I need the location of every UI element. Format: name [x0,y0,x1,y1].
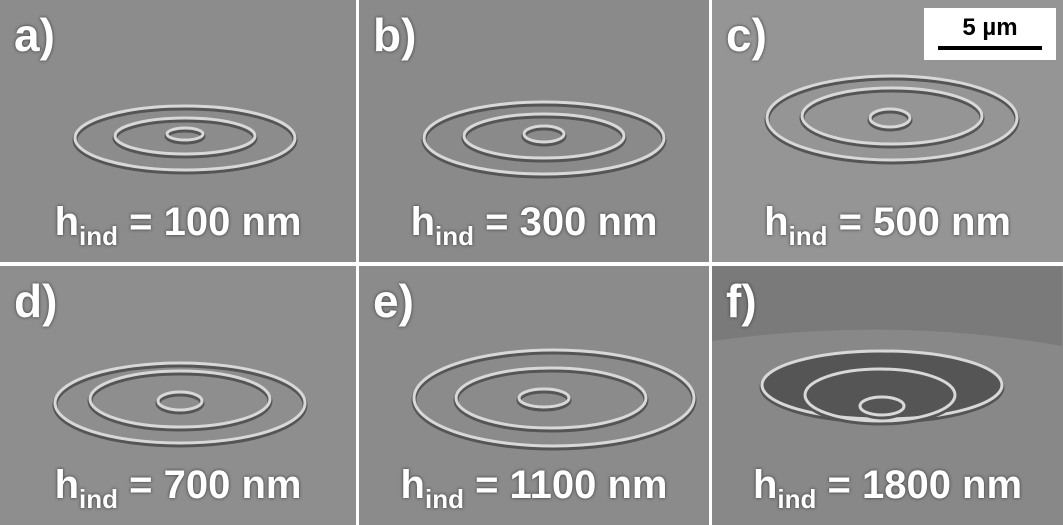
sem-panel: f) hind = 1800 nm [712,266,1063,525]
caption-text: = 500 nm [828,200,1011,244]
ring-shadow [456,370,646,430]
caption: hind = 100 nm [0,200,356,252]
caption-text: = 100 nm [118,200,301,244]
ring-shadow [802,90,982,146]
symbol: h [55,463,79,507]
ring-shadow [464,116,624,160]
ring [464,114,624,158]
scale-bar-line [938,46,1042,50]
ring-shadow [90,373,270,429]
ring [90,371,270,427]
caption-text: = 1800 nm [816,463,1022,507]
sem-panel: b) hind = 300 nm [359,0,709,262]
caption-text: = 300 nm [474,200,657,244]
symbol: h [753,463,777,507]
panel-label: f) [726,274,757,328]
symbol: h [55,200,79,244]
symbol: h [401,463,425,507]
scale-bar-label: 5 µm [924,14,1056,42]
sem-panel: a) hind = 100 nm [0,0,356,262]
subscript: ind [777,484,816,514]
ring [115,118,255,154]
sem-panel: e) hind = 1100 nm [359,266,709,525]
caption: hind = 700 nm [0,463,356,515]
panel-label: d) [14,274,57,328]
crater [712,266,1062,346]
ring [456,368,646,428]
caption: hind = 300 nm [359,200,709,252]
panel-label: e) [373,274,414,328]
subscript: ind [425,484,464,514]
figure: f)hind = 1800 nme)hind = 1100 nmd)hind =… [0,0,1063,525]
caption: hind = 1100 nm [359,463,709,515]
caption: hind = 500 nm [712,200,1063,252]
ring-shadow [115,120,255,156]
caption-text: = 1100 nm [464,463,667,507]
subscript: ind [79,484,118,514]
panel-label: a) [14,8,55,62]
subscript: ind [789,221,828,251]
scale-bar: 5 µm [924,8,1056,60]
subscript: ind [79,221,118,251]
panel-label: b) [373,8,416,62]
sem-panel: d) hind = 700 nm [0,266,356,525]
caption-text: = 700 nm [118,463,301,507]
symbol: h [411,200,435,244]
subscript: ind [435,221,474,251]
symbol: h [764,200,788,244]
caption: hind = 1800 nm [712,463,1063,515]
ring [75,106,295,170]
panel-label: c) [726,8,767,62]
ring [802,88,982,144]
